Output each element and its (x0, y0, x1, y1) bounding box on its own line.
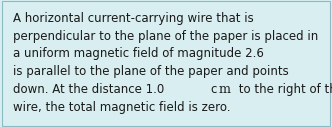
Text: a uniform magnetic field of magnitude 2.6: a uniform magnetic field of magnitude 2.… (13, 47, 266, 60)
Text: perpendicular to the plane of the paper is placed in: perpendicular to the plane of the paper … (13, 30, 318, 43)
Text: down. At the distance 1.0: down. At the distance 1.0 (13, 83, 166, 96)
Text: wire, the total magnetic field is zero.: wire, the total magnetic field is zero. (13, 101, 230, 114)
FancyBboxPatch shape (2, 1, 330, 126)
Text: c: c (211, 83, 217, 96)
Text: m: m (219, 83, 231, 96)
Text: to the right of the: to the right of the (234, 83, 332, 96)
Text: A horizontal current-carrying wire that is: A horizontal current-carrying wire that … (13, 12, 253, 25)
Text: is parallel to the plane of the paper and points: is parallel to the plane of the paper an… (13, 65, 289, 78)
